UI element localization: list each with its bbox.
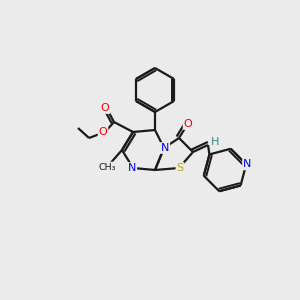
Text: CH₃: CH₃	[98, 163, 116, 172]
Text: O: O	[99, 127, 107, 137]
Text: H: H	[211, 137, 219, 147]
Text: O: O	[100, 103, 109, 113]
Text: S: S	[176, 163, 184, 173]
Text: O: O	[184, 119, 192, 129]
Text: N: N	[161, 143, 169, 153]
Text: N: N	[243, 159, 251, 169]
Text: N: N	[128, 163, 136, 173]
